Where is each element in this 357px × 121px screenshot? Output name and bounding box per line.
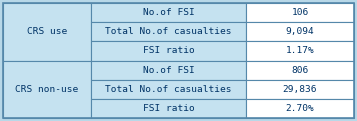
Bar [91,3,246,22]
Bar [246,22,354,41]
Bar [91,80,246,99]
Text: 2.70%: 2.70% [286,104,315,113]
Text: 806: 806 [291,66,308,75]
Text: FSI ratio: FSI ratio [143,46,194,55]
Bar [246,80,354,99]
Bar [246,3,354,22]
Bar [246,41,354,60]
Bar [91,60,246,80]
Text: No.of FSI: No.of FSI [143,66,194,75]
Text: CRS non-use: CRS non-use [15,85,79,94]
Text: Total No.of casualties: Total No.of casualties [105,27,232,36]
Text: 9,094: 9,094 [286,27,315,36]
Bar [91,22,246,41]
Text: 106: 106 [291,8,308,17]
Bar [3,3,91,60]
Bar [246,60,354,80]
Bar [91,99,246,118]
Text: No.of FSI: No.of FSI [143,8,194,17]
Text: FSI ratio: FSI ratio [143,104,194,113]
Bar [3,60,91,118]
Text: Total No.of casualties: Total No.of casualties [105,85,232,94]
Bar [91,41,246,60]
Bar [246,99,354,118]
Text: 29,836: 29,836 [283,85,317,94]
Text: CRS use: CRS use [27,27,67,36]
Text: 1.17%: 1.17% [286,46,315,55]
